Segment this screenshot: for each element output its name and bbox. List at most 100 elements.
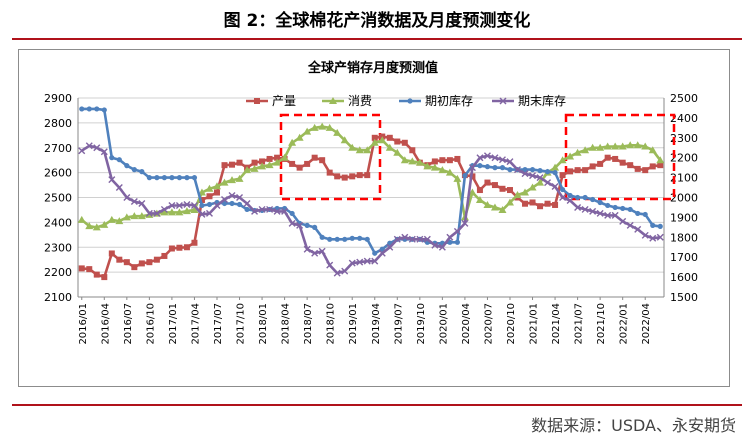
marker-stroke <box>514 166 521 174</box>
marker-stroke <box>476 154 484 162</box>
marker-stroke <box>160 205 168 213</box>
series-3 <box>78 142 664 277</box>
data-point <box>251 159 258 166</box>
data-point <box>251 207 259 215</box>
x-tick-label: 2016/04 <box>100 303 111 345</box>
data-point <box>604 154 611 161</box>
x-tick-label: 2020/04 <box>461 303 472 345</box>
y-right-tick-label: 2500 <box>670 92 698 105</box>
marker-stroke <box>483 152 491 160</box>
data-point <box>334 173 341 180</box>
data-point <box>483 152 491 160</box>
data-point <box>77 215 86 223</box>
data-point <box>438 166 447 174</box>
data-point <box>349 173 356 180</box>
data-point <box>611 211 619 219</box>
marker-stroke <box>649 234 657 242</box>
data-point <box>386 134 393 141</box>
data-point <box>454 155 461 162</box>
data-point <box>213 189 220 196</box>
data-point <box>386 243 394 251</box>
data-point <box>529 167 536 173</box>
data-point <box>372 250 378 256</box>
data-point <box>184 175 190 181</box>
marker-stroke <box>205 209 213 217</box>
data-point <box>558 156 567 164</box>
data-point <box>393 148 402 156</box>
data-point <box>229 200 235 207</box>
data-point <box>439 157 446 164</box>
marker-stroke <box>251 207 259 215</box>
data-point <box>356 172 363 179</box>
marker-stroke <box>138 199 146 207</box>
marker-stroke <box>221 195 228 203</box>
y-right-tick-label: 2200 <box>670 152 698 165</box>
marker-stroke <box>123 194 131 201</box>
data-point <box>588 143 597 151</box>
data-point <box>626 221 634 229</box>
marker-stroke <box>93 144 101 152</box>
marker-stroke <box>461 219 469 227</box>
data-point <box>657 223 663 229</box>
y-left-tick-label: 2700 <box>44 142 72 155</box>
data-point <box>334 236 340 242</box>
data-point <box>431 158 438 165</box>
data-point <box>131 167 137 173</box>
marker-stroke <box>318 247 326 255</box>
data-point <box>183 200 191 208</box>
marker-stroke <box>468 164 476 172</box>
series-0 <box>78 133 664 281</box>
data-point <box>244 206 250 213</box>
x-tick-label: 2017/04 <box>190 303 201 345</box>
x-tick-label: 2017/01 <box>168 303 179 345</box>
data-point <box>393 235 401 243</box>
data-point <box>168 245 175 252</box>
data-point <box>634 225 642 233</box>
x-tick-label: 2017/07 <box>213 303 224 345</box>
marker-stroke <box>311 249 319 257</box>
data-point <box>522 167 528 173</box>
legend-item: 期初库存 <box>399 93 473 108</box>
data-point <box>160 208 169 216</box>
data-point <box>468 188 477 196</box>
data-point <box>582 167 589 174</box>
data-point <box>499 185 506 192</box>
x-tick-label: 2018/10 <box>326 303 337 345</box>
series-line <box>81 144 661 275</box>
data-point <box>477 163 483 169</box>
marker-stroke <box>574 203 582 211</box>
data-point <box>273 158 282 166</box>
data-point <box>498 205 507 213</box>
y-right-tick-label: 2300 <box>670 132 698 145</box>
data-point <box>357 235 363 241</box>
data-point <box>130 212 139 220</box>
y-right-tick-label: 1800 <box>670 231 698 244</box>
data-point <box>340 136 349 144</box>
data-point <box>521 170 529 178</box>
data-point <box>431 241 439 249</box>
data-point <box>544 200 551 207</box>
data-point <box>205 209 213 217</box>
marker-stroke <box>378 249 386 257</box>
data-point <box>453 174 462 182</box>
y-left-tick-label: 2100 <box>44 291 72 304</box>
data-point <box>176 175 183 181</box>
data-point <box>318 122 327 130</box>
data-point <box>528 183 537 191</box>
data-point <box>137 212 146 220</box>
y-right-tick-label: 1600 <box>670 271 698 284</box>
x-tick-label: 2021/10 <box>596 303 607 345</box>
data-point <box>536 178 545 186</box>
data-point <box>356 258 364 266</box>
data-point <box>258 162 267 170</box>
data-point <box>484 164 491 170</box>
data-point <box>333 128 342 136</box>
x-tick-label: 2021/01 <box>529 303 540 345</box>
marker-stroke <box>236 194 244 201</box>
data-point <box>228 176 237 184</box>
data-point <box>243 166 252 174</box>
data-point <box>551 183 559 191</box>
data-point <box>378 249 386 257</box>
data-point <box>229 161 236 168</box>
data-point <box>462 173 468 179</box>
